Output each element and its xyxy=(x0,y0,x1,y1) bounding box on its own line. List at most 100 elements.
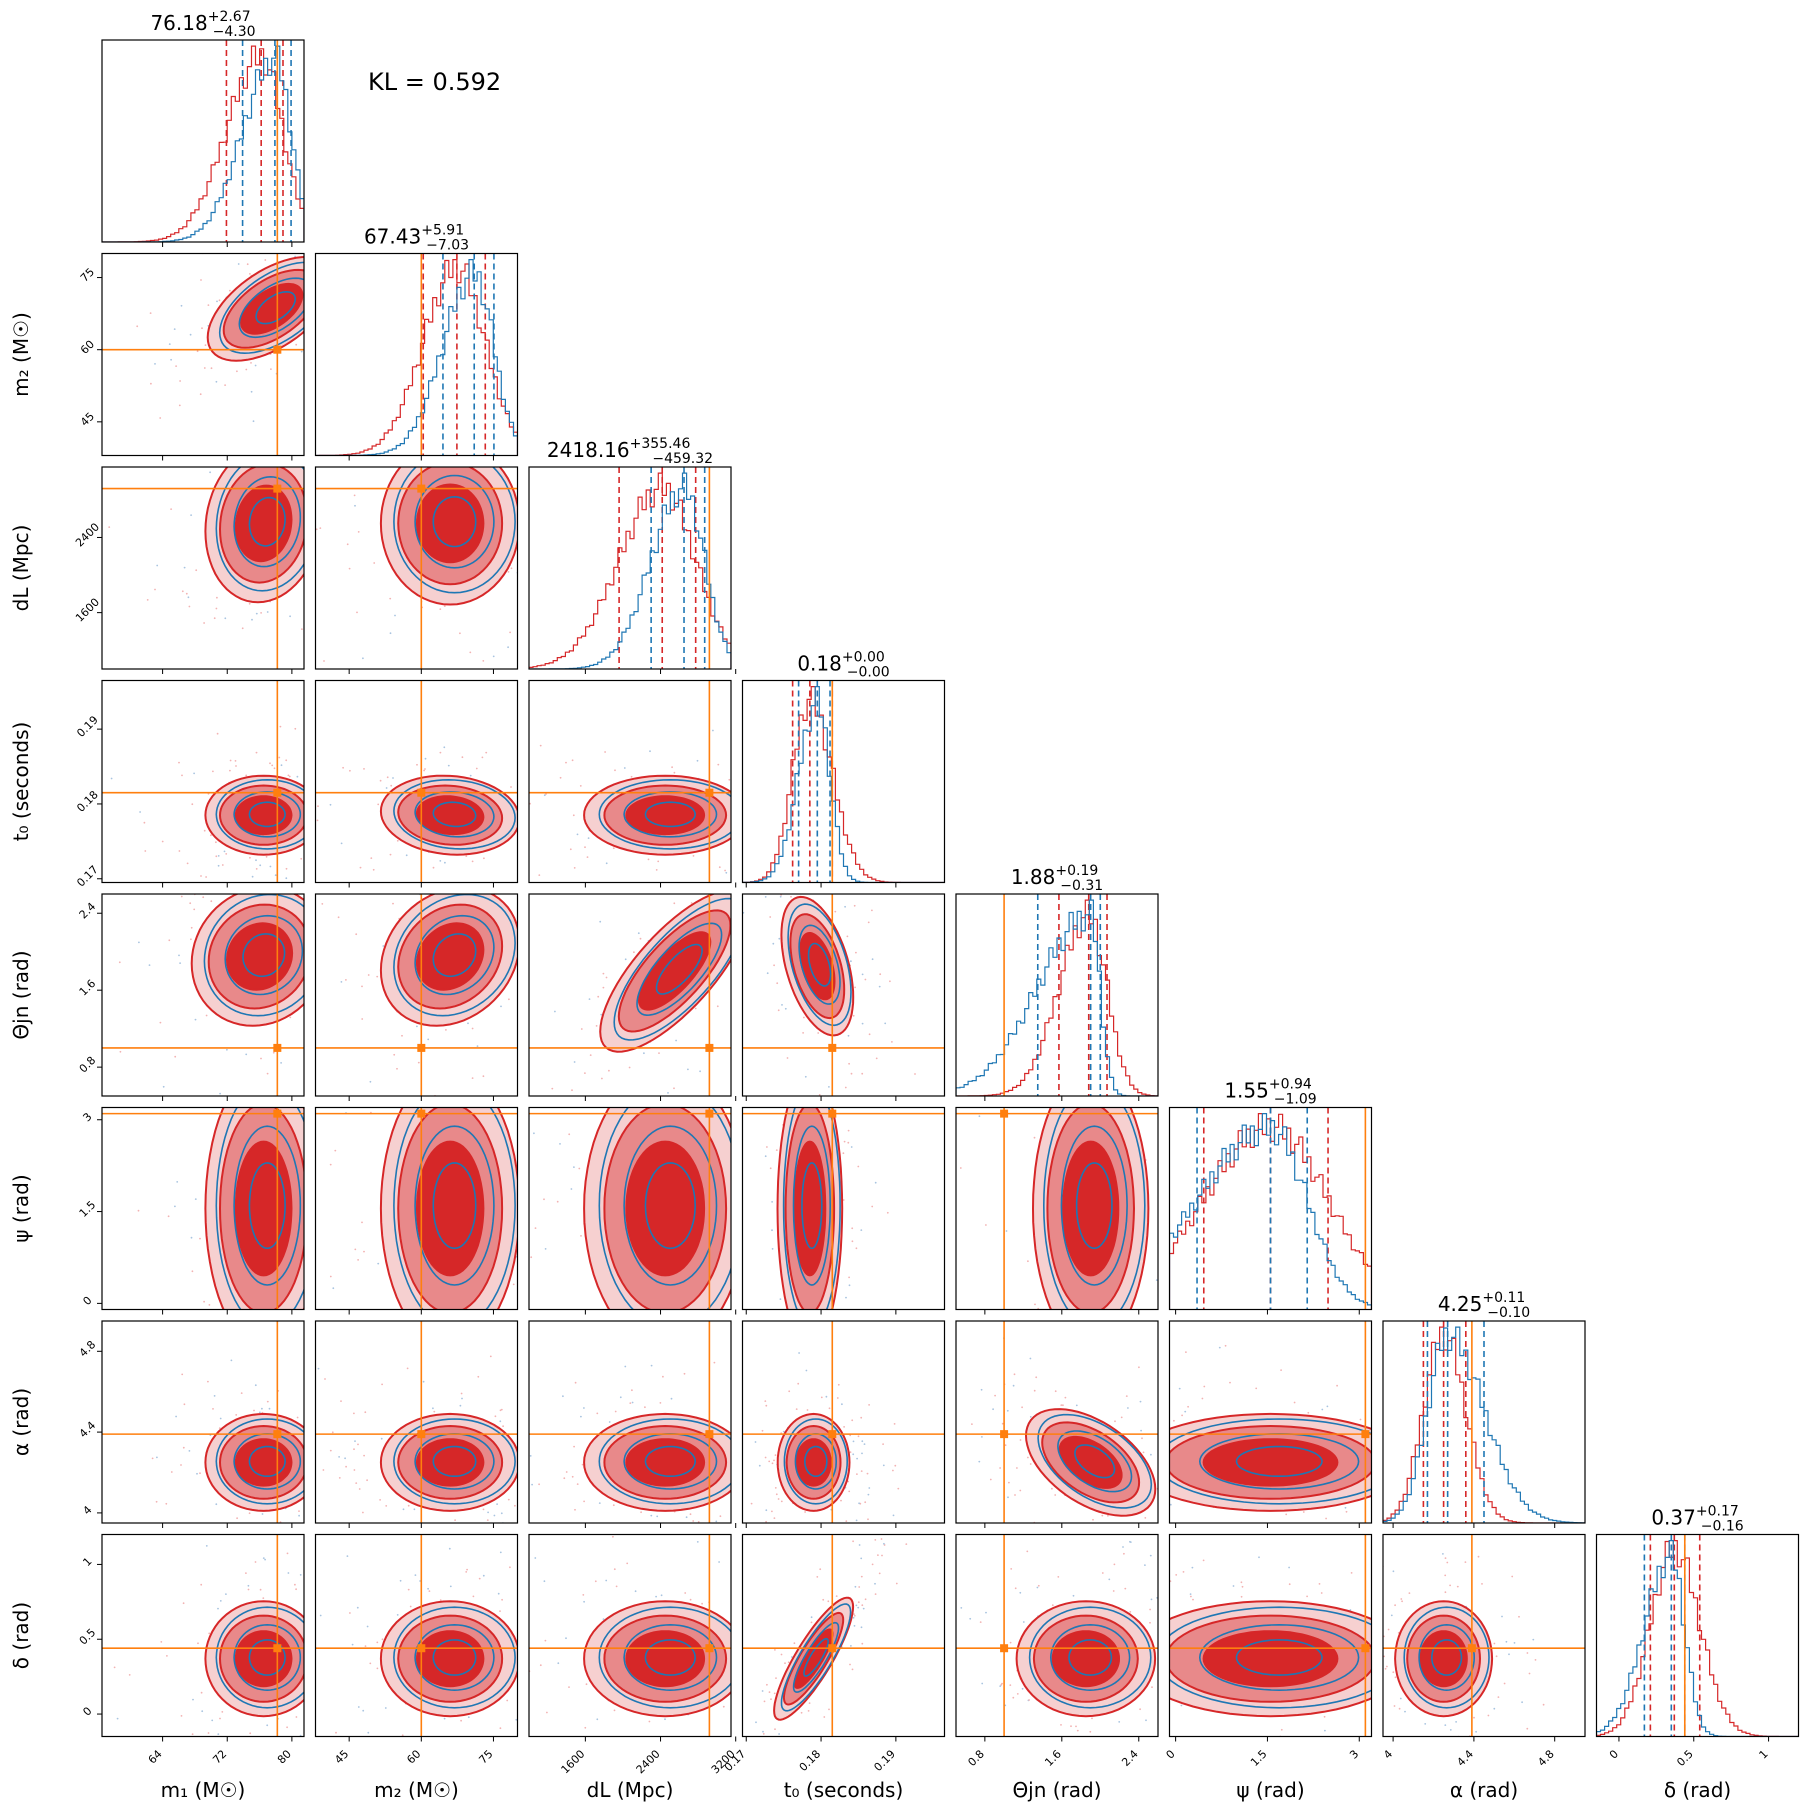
sample-point xyxy=(251,1314,253,1316)
sample-point xyxy=(1162,1602,1164,1604)
sample-point xyxy=(1001,1422,1004,1425)
sample-point xyxy=(208,1304,211,1306)
sample-point xyxy=(1376,1738,1378,1740)
sample-point xyxy=(740,1784,742,1786)
sample-point xyxy=(598,1586,600,1588)
sample-point xyxy=(866,1472,869,1475)
sample-point xyxy=(773,964,775,967)
panel-t0-vs-dL xyxy=(528,679,737,888)
sample-point xyxy=(1029,1357,1032,1360)
sample-point xyxy=(895,1582,898,1585)
sample-point xyxy=(425,718,427,720)
sample-point xyxy=(626,1512,628,1514)
sample-point xyxy=(1390,1614,1393,1617)
sample-point xyxy=(252,1403,254,1405)
sample-point xyxy=(1394,1604,1396,1607)
sample-point xyxy=(502,1425,504,1428)
histogram-red-delta xyxy=(1596,1540,1799,1737)
contour-blue-0 xyxy=(393,467,516,594)
sample-point xyxy=(447,764,450,767)
sample-point xyxy=(323,1040,325,1042)
sample-point xyxy=(565,1637,567,1640)
sample-point xyxy=(217,864,220,867)
sample-point xyxy=(713,1361,716,1364)
contour-blue-2 xyxy=(1075,1162,1113,1250)
sample-point xyxy=(1431,1432,1433,1434)
sample-point xyxy=(524,853,526,855)
sample-point xyxy=(852,1440,855,1443)
sample-point xyxy=(834,910,837,913)
sample-point xyxy=(533,1132,535,1135)
sample-point xyxy=(535,811,537,813)
x-axis-label-m1: m₁ (M☉) xyxy=(161,1778,246,1802)
x-tick-label: 1.6 xyxy=(1042,1747,1064,1769)
sample-point xyxy=(321,539,323,541)
sample-point xyxy=(252,420,255,423)
sample-point xyxy=(576,950,578,952)
histogram-blue-alpha xyxy=(1383,1326,1585,1523)
title-plus: +0.94 xyxy=(1269,1077,1312,1093)
sample-point xyxy=(534,1258,536,1260)
sample-point xyxy=(843,1426,845,1428)
sample-point xyxy=(1255,1387,1258,1390)
sample-point xyxy=(1045,1352,1047,1354)
sample-point xyxy=(856,1473,858,1475)
sample-point xyxy=(634,1590,637,1593)
sample-point xyxy=(843,1140,846,1143)
sample-point xyxy=(673,902,676,905)
sample-point xyxy=(337,1211,339,1213)
sample-point xyxy=(500,1318,502,1320)
panel-dL-vs-dL: 2418.16+355.46 −459.32 xyxy=(528,436,737,674)
sample-point xyxy=(613,1709,616,1712)
sample-point xyxy=(771,1201,773,1203)
sample-point xyxy=(574,1508,576,1511)
sample-point xyxy=(981,1436,983,1438)
sample-point xyxy=(805,1369,808,1372)
contour-blue-0 xyxy=(203,894,304,1017)
sample-point xyxy=(861,1072,864,1075)
sample-point xyxy=(534,807,536,809)
sample-point xyxy=(368,1053,370,1055)
sample-point xyxy=(357,1441,359,1443)
sample-point xyxy=(878,1572,881,1575)
sample-point xyxy=(354,1248,357,1251)
y-tick-label: 4 xyxy=(80,1503,94,1517)
sample-point xyxy=(774,1487,777,1489)
sample-point xyxy=(749,1678,751,1680)
sample-point xyxy=(225,445,227,447)
sample-point xyxy=(335,1044,337,1046)
sample-point xyxy=(1121,1785,1123,1787)
sample-point xyxy=(155,1500,158,1503)
y-axis-label-theta: Θjn (rad) xyxy=(9,950,33,1039)
sample-point xyxy=(1258,1556,1260,1559)
sample-point xyxy=(784,1662,786,1665)
sample-point xyxy=(421,462,423,464)
contour-blue-1 xyxy=(233,1125,302,1286)
sample-point xyxy=(1521,1701,1523,1704)
sample-point xyxy=(753,1468,755,1470)
sample-point xyxy=(154,588,156,591)
sample-point xyxy=(969,1617,972,1620)
sample-point xyxy=(476,1333,478,1335)
sample-point xyxy=(250,362,252,364)
sample-point xyxy=(1410,1728,1412,1730)
sample-point xyxy=(789,1626,791,1628)
sample-point xyxy=(218,1427,221,1429)
sample-point xyxy=(159,1021,162,1024)
sample-point xyxy=(871,1563,874,1566)
panel-content xyxy=(102,894,304,1096)
sample-point xyxy=(369,1662,372,1665)
sample-point xyxy=(757,1162,759,1164)
sample-point xyxy=(234,760,237,762)
sample-point xyxy=(664,1036,666,1038)
sample-point xyxy=(386,776,389,779)
sample-point xyxy=(560,1237,562,1239)
sample-point xyxy=(246,1329,248,1331)
sample-point xyxy=(760,1472,762,1474)
sample-point xyxy=(189,333,192,336)
sample-point xyxy=(362,1483,364,1485)
sample-point xyxy=(1139,1400,1142,1403)
sample-point xyxy=(566,1419,568,1421)
sample-point xyxy=(850,960,852,963)
sample-point xyxy=(1183,1113,1185,1115)
